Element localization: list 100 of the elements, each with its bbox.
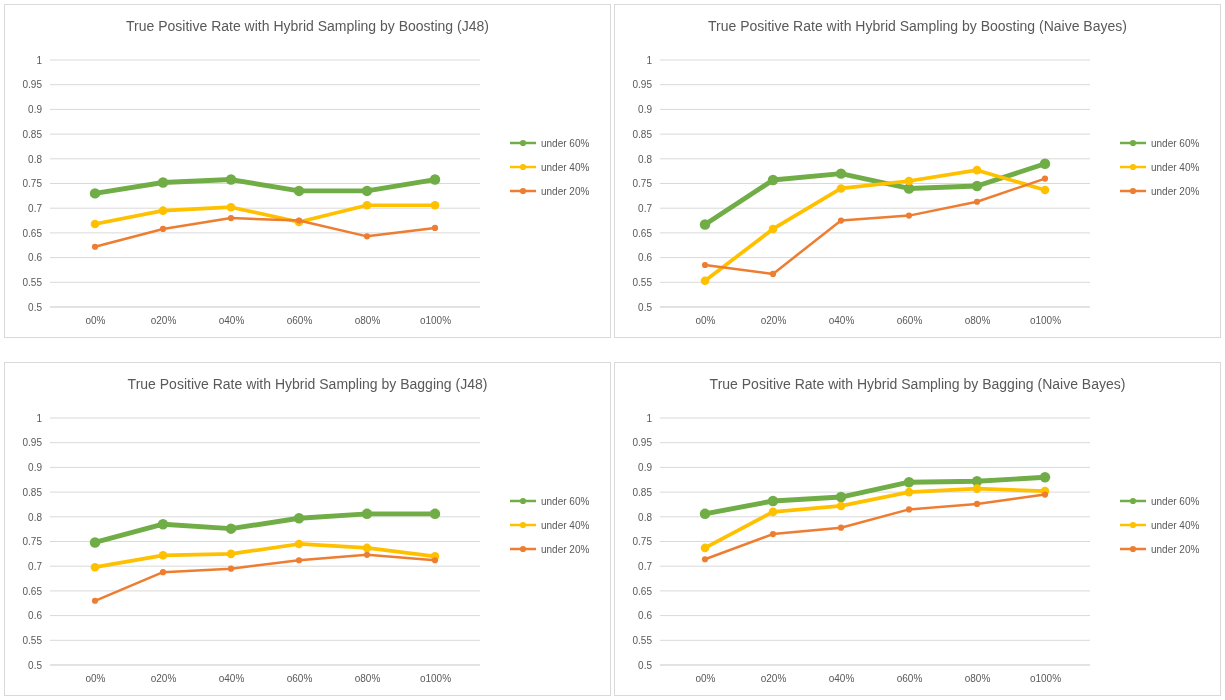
point	[768, 224, 778, 234]
point	[225, 174, 237, 185]
point	[699, 219, 711, 230]
point	[973, 500, 981, 508]
y-tick-label: 0.7	[28, 202, 43, 214]
y-tick-label: 0.95	[22, 79, 43, 91]
y-tick-label: 0.8	[28, 153, 43, 165]
y-tick-label: 0.9	[28, 104, 43, 116]
legend-label: under 40%	[541, 520, 590, 531]
point	[159, 225, 167, 233]
point	[90, 562, 100, 572]
point	[158, 551, 168, 560]
x-tick-label: o0%	[695, 673, 716, 685]
y-tick-label: 0.65	[22, 585, 43, 597]
point	[430, 200, 440, 210]
y-tick-label: 0.75	[632, 536, 653, 548]
y-tick-label: 0.9	[28, 462, 43, 474]
chart-title: True Positive Rate with Hybrid Sampling by Boosting (J48)	[126, 18, 489, 34]
legend-label: under 20%	[1151, 186, 1200, 197]
legend-label: under 40%	[1151, 520, 1200, 531]
y-tick-label: 0.75	[632, 178, 653, 190]
x-tick-label: o20%	[150, 315, 177, 327]
point	[769, 531, 777, 538]
y-tick-label: 0.6	[28, 610, 43, 622]
x-tick-label: o80%	[964, 315, 991, 327]
point	[972, 165, 982, 175]
point	[91, 243, 99, 250]
y-tick-label: 0.55	[632, 635, 653, 646]
point	[905, 212, 913, 219]
point	[835, 491, 847, 503]
point	[429, 174, 441, 185]
y-tick-label: 0.7	[28, 560, 43, 572]
x-tick-label: o0%	[85, 315, 106, 327]
y-tick-label: 0.95	[632, 79, 653, 91]
point	[903, 477, 915, 488]
legend-label: under 60%	[541, 138, 590, 149]
x-tick-label: o20%	[150, 673, 177, 685]
point	[767, 495, 779, 507]
point	[835, 168, 847, 179]
point	[293, 513, 305, 524]
point	[837, 217, 845, 224]
legend-label: under 60%	[1151, 496, 1200, 507]
x-tick-label: o80%	[964, 673, 991, 685]
y-tick-label: 0.85	[632, 128, 653, 140]
point	[972, 484, 982, 493]
y-tick-label: 0.5	[28, 659, 43, 671]
point	[769, 270, 777, 277]
y-tick-label: 0.5	[638, 659, 653, 671]
point	[157, 177, 169, 188]
point	[293, 185, 305, 197]
point	[89, 188, 101, 199]
point	[837, 524, 845, 531]
x-tick-label: o40%	[218, 315, 245, 327]
point	[431, 224, 439, 232]
point	[227, 565, 235, 572]
y-tick-label: 0.75	[22, 178, 43, 190]
point	[971, 180, 983, 192]
point	[159, 569, 167, 576]
y-tick-label: 0.85	[22, 486, 43, 498]
legend-label: under 40%	[541, 162, 590, 173]
point	[1040, 185, 1050, 195]
point	[361, 185, 373, 197]
chart-title: True Positive Rate with Hybrid Sampling by Boosting (Naive Bayes)	[708, 18, 1127, 34]
x-tick-label: o80%	[354, 315, 381, 327]
y-tick-label: 0.85	[22, 128, 43, 140]
point	[363, 551, 371, 558]
point	[361, 508, 373, 520]
y-tick-label: 0.8	[638, 153, 653, 165]
point	[91, 597, 99, 604]
point	[701, 556, 709, 563]
y-tick-label: 0.8	[638, 511, 653, 523]
point	[1039, 158, 1051, 169]
point	[157, 518, 169, 530]
x-tick-label: o100%	[1029, 673, 1062, 685]
point	[767, 174, 779, 186]
y-tick-label: 0.7	[638, 560, 653, 572]
x-tick-label: o40%	[828, 315, 855, 327]
y-tick-label: 0.55	[632, 277, 653, 288]
y-tick-label: 0.9	[638, 104, 653, 116]
y-tick-label: 0.95	[632, 437, 653, 449]
y-tick-label: 0.5	[638, 301, 653, 313]
y-tick-label: 0.85	[632, 486, 653, 498]
point	[431, 557, 439, 564]
chart-title: True Positive Rate with Hybrid Sampling by Bagging (J48)	[127, 376, 488, 392]
point	[701, 261, 709, 269]
point	[973, 198, 981, 205]
y-tick-label: 0.55	[22, 277, 43, 288]
point	[836, 184, 846, 193]
point	[700, 543, 710, 553]
point	[905, 506, 913, 513]
point	[1041, 491, 1049, 498]
point	[362, 200, 372, 210]
x-tick-label: o60%	[896, 673, 923, 685]
point	[226, 202, 236, 212]
point	[227, 215, 235, 222]
x-tick-label: o100%	[1029, 315, 1062, 327]
y-tick-label: 1	[646, 54, 653, 66]
point	[1039, 472, 1051, 483]
y-tick-label: 0.8	[28, 511, 43, 523]
point	[294, 539, 304, 549]
